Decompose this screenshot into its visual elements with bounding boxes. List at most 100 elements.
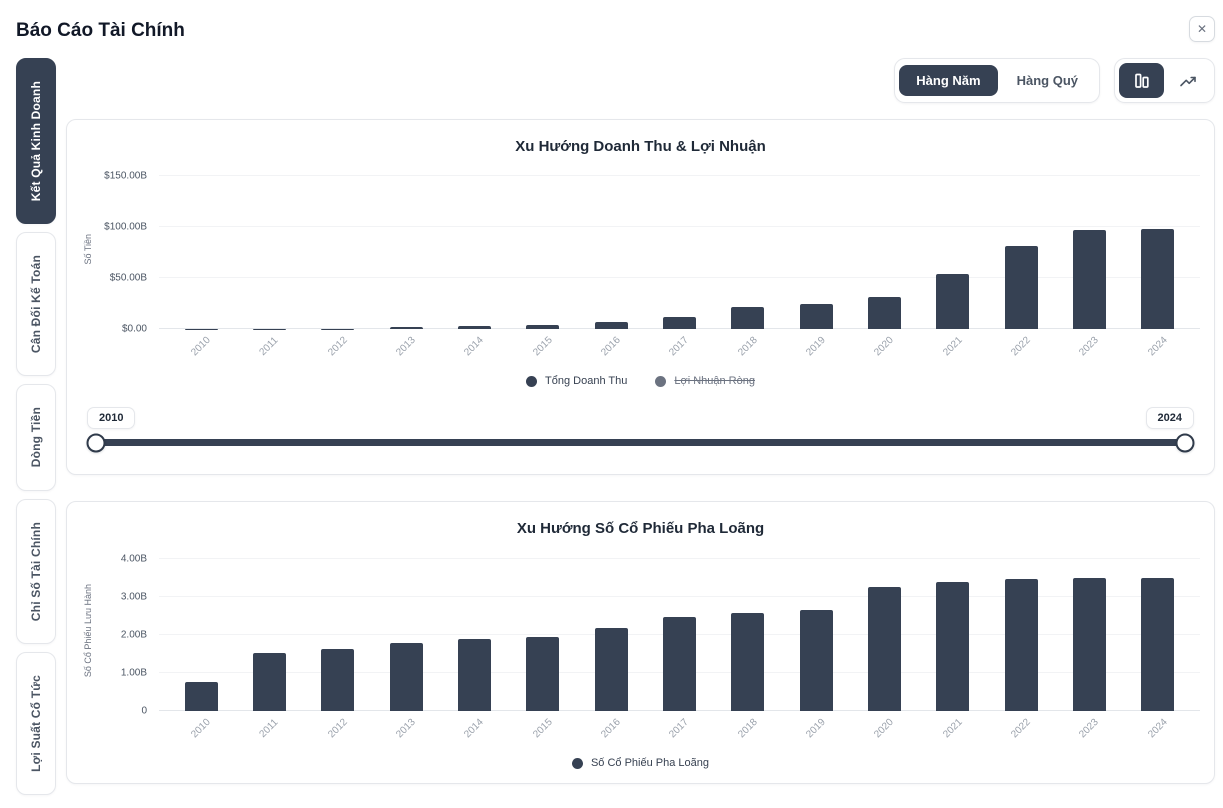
- chart-title: Xu Hướng Doanh Thu & Lợi Nhuận: [515, 138, 766, 155]
- x-tick: 2010: [167, 711, 235, 751]
- bar-slot: [1055, 551, 1123, 711]
- sidebar: Kết Quả Kinh Doanh Cân Đối Kế Toán Dòng …: [16, 58, 56, 795]
- bar-2023[interactable]: [1072, 230, 1106, 329]
- x-tick: 2021: [919, 711, 987, 751]
- x-tick-label: 2017: [667, 334, 692, 359]
- x-tick: 2023: [1055, 711, 1123, 751]
- bar-slot: [577, 169, 645, 329]
- bar-slot: [850, 169, 918, 329]
- bar-slot: [1124, 551, 1192, 711]
- diluted-shares-chart: Số Cổ Phiếu Lưu Hành 0 1.00B 2.00B 3.00B 4.0…: [81, 551, 1200, 769]
- x-tick: 2014: [440, 329, 508, 369]
- bar-2013[interactable]: [389, 642, 423, 711]
- bar-2012[interactable]: [321, 648, 355, 711]
- x-tick-label: 2020: [872, 334, 897, 359]
- bars: [159, 551, 1200, 711]
- bar-chart-view-button[interactable]: [1119, 63, 1164, 98]
- range-start-badge: 2010: [87, 407, 136, 429]
- bar-2015[interactable]: [526, 324, 560, 329]
- x-tick: 2024: [1124, 329, 1192, 369]
- bar-2015[interactable]: [526, 637, 560, 711]
- y-tick-label: 1.00B: [120, 667, 147, 679]
- bar-slot: [577, 551, 645, 711]
- bar-2017[interactable]: [662, 317, 696, 329]
- y-tick-label: 0: [141, 705, 147, 717]
- sidebar-tab-financial-ratios[interactable]: Chỉ Số Tài Chính: [16, 498, 56, 644]
- plot-area: [159, 169, 1200, 329]
- bar-2022[interactable]: [1004, 245, 1038, 329]
- x-tick: 2021: [919, 329, 987, 369]
- y-axis-ticks: $0.00 $50.00B $100.00B $150.00B: [95, 169, 159, 335]
- bar-slot: [1124, 169, 1192, 329]
- slider-handle-end[interactable]: [1175, 433, 1195, 452]
- x-tick-label: 2012: [326, 334, 350, 359]
- sidebar-tab-label: Kết Quả Kinh Doanh: [29, 81, 43, 202]
- sidebar-tab-label: Chỉ Số Tài Chính: [29, 521, 43, 621]
- x-tick-label: 2021: [941, 716, 965, 741]
- sidebar-tab-balance-sheet[interactable]: Cân Đối Kế Toán: [16, 232, 56, 377]
- close-button[interactable]: ✕: [1189, 16, 1215, 42]
- bar-2014[interactable]: [457, 325, 491, 329]
- y-axis-ticks: 0 1.00B 2.00B 3.00B 4.00B: [95, 551, 159, 716]
- bar-slot: [304, 169, 372, 329]
- bar-2020[interactable]: [867, 296, 901, 329]
- legend-item[interactable]: Tổng Doanh Thu: [526, 375, 627, 387]
- bar-2017[interactable]: [662, 616, 696, 711]
- x-tick: 2019: [782, 711, 850, 751]
- x-tick: 2020: [850, 329, 918, 369]
- bar-slot: [782, 551, 850, 711]
- legend-label: Tổng Doanh Thu: [545, 375, 628, 387]
- x-tick: 2013: [372, 329, 440, 369]
- gridline: [159, 557, 1200, 559]
- x-tick-label: 2023: [1077, 716, 1102, 741]
- bar-2019[interactable]: [799, 303, 833, 329]
- x-tick-label: 2024: [1145, 716, 1170, 741]
- gridline: [159, 226, 1200, 228]
- bar-2013[interactable]: [389, 326, 423, 329]
- sidebar-tab-cash-flow[interactable]: Dòng Tiền: [16, 384, 56, 491]
- bar-2010[interactable]: [184, 681, 218, 711]
- x-tick: 2017: [645, 711, 713, 751]
- bar-2024[interactable]: [1141, 229, 1175, 329]
- bar-2023[interactable]: [1072, 578, 1106, 711]
- sidebar-tab-dividend-yield[interactable]: Lợi Suất Cổ Tức: [16, 651, 56, 795]
- y-axis-label: Số Cổ Phiếu Lưu Hành: [83, 584, 93, 678]
- x-tick-label: 2020: [872, 716, 897, 741]
- revenue-profit-chart: Số Tiền $0.00 $50.00B $100.00B $150.00B 201…: [81, 169, 1200, 387]
- sidebar-tab-income-statement[interactable]: Kết Quả Kinh Doanh: [16, 58, 56, 225]
- bar-2011[interactable]: [252, 652, 286, 711]
- chart-legend: Tổng Doanh Thu Lợi Nhuận Ròng: [81, 369, 1200, 387]
- bar-2016[interactable]: [594, 321, 628, 329]
- slider-handle-start[interactable]: [86, 433, 106, 452]
- bar-2021[interactable]: [936, 581, 970, 711]
- x-tick-label: 2015: [531, 716, 555, 741]
- bar-2024[interactable]: [1141, 577, 1175, 711]
- bar-2018[interactable]: [731, 613, 765, 711]
- x-tick-label: 2016: [599, 716, 623, 741]
- gridline: [159, 595, 1200, 597]
- legend-item[interactable]: Số Cổ Phiếu Pha Loãng: [571, 757, 709, 769]
- period-yearly-button[interactable]: Hàng Năm: [899, 65, 998, 96]
- line-chart-view-button[interactable]: [1166, 64, 1210, 98]
- bar-2016[interactable]: [594, 627, 628, 711]
- x-tick-label: 2015: [531, 334, 555, 359]
- x-tick: 2014: [440, 711, 508, 751]
- bar-slot: [440, 169, 508, 329]
- x-tick: 2015: [509, 329, 577, 369]
- header: Báo Cáo Tài Chính ✕: [16, 14, 1215, 42]
- legend-item[interactable]: Lợi Nhuận Ròng: [655, 375, 755, 387]
- period-quarterly-button[interactable]: Hàng Quý: [1000, 65, 1095, 96]
- x-tick: 2016: [577, 711, 645, 751]
- bar-slot: [782, 169, 850, 329]
- bar-2018[interactable]: [731, 307, 765, 329]
- bar-2021[interactable]: [936, 274, 970, 329]
- period-toggle-group: Hàng Năm Hàng Quý: [894, 58, 1100, 103]
- bar-2019[interactable]: [799, 609, 833, 711]
- bar-2022[interactable]: [1004, 578, 1038, 711]
- y-axis-label: Số Tiền: [83, 233, 93, 265]
- chart-legend: Số Cổ Phiếu Pha Loãng: [81, 751, 1200, 769]
- bar-2014[interactable]: [457, 639, 491, 711]
- slider-track[interactable]: [86, 433, 1195, 452]
- x-tick-label: 2019: [804, 716, 828, 741]
- bar-2020[interactable]: [867, 587, 901, 711]
